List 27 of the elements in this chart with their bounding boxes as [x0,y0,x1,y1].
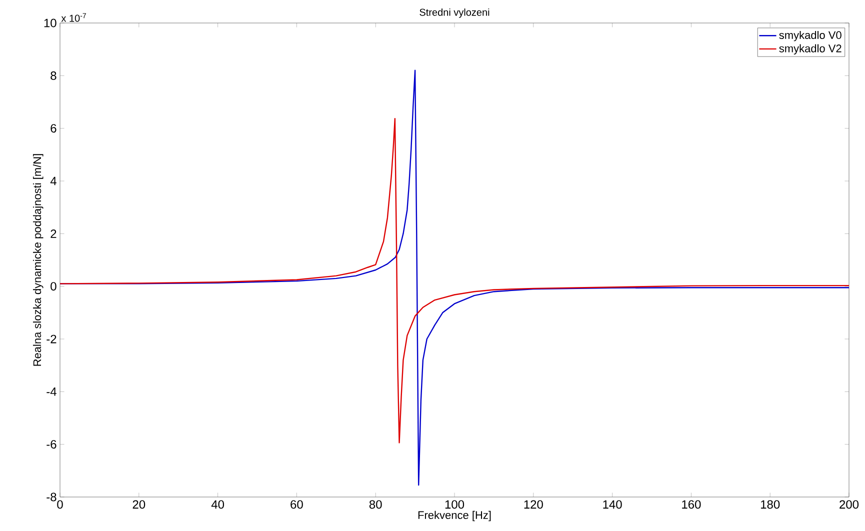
y-tick-label: 10 [44,18,56,28]
x-tick-label: 200 [840,500,859,509]
legend-label: smykadlo V0 [779,30,842,42]
y-tick-label: -2 [46,334,56,344]
y-tick-label: 6 [50,124,56,133]
x-tick-label: 100 [445,500,464,509]
x-tick-label: 180 [761,500,780,509]
y-tick-label: 2 [50,229,56,238]
y-tick-label: -8 [46,492,56,502]
x-tick-label: 0 [57,500,63,509]
y-tick-label: -6 [46,440,56,449]
y-tick-label: 0 [50,282,56,291]
x-tick-label: 60 [290,500,303,509]
x-tick-label: 40 [211,500,224,509]
x-axis-title: Frekvence [Hz] [418,510,491,522]
x-tick-label: 140 [603,500,622,509]
x-tick-label: 160 [682,500,701,509]
y-tick-label: -4 [46,388,56,396]
y-tick-label: 4 [50,176,56,186]
chart-title: Stredni vylozeni [420,8,490,18]
x-tick-label: 120 [524,500,543,509]
y-tick-label: 8 [50,71,56,80]
x-tick-label: 80 [369,500,382,509]
text: x 10$^{-7}$ [61,13,86,22]
legend-label: smykadlo V2 [779,44,842,54]
y-axis-title: Realna slozka dynamicke poddajnosti [m/N] [33,154,44,366]
x-tick-label: 20 [132,500,146,509]
